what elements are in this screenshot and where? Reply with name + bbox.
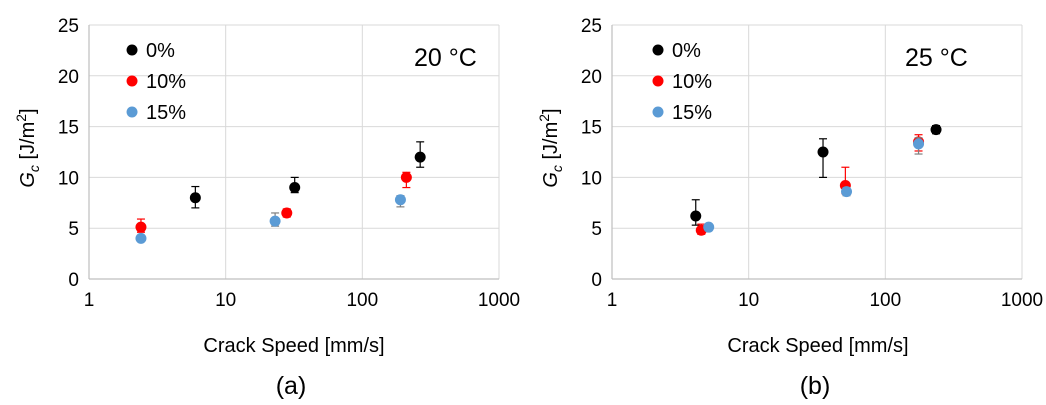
data-point-2-1 — [841, 186, 853, 198]
data-point-0-2 — [414, 151, 426, 163]
temperature-annotation-a: 20 °C — [414, 44, 477, 72]
y-tick-label-2: 10 — [58, 168, 79, 189]
y-tick-label-0: 0 — [591, 270, 602, 291]
ticks-b: 0 5 10 15 20 25 1 10 100 1000 — [581, 16, 1043, 311]
y-tick-label-4: 20 — [58, 67, 79, 88]
y-tick-label-3: 15 — [581, 118, 602, 139]
legend-label-1: 10% — [146, 71, 186, 93]
data-point-0-0 — [690, 210, 702, 222]
y-axis-label-a-sub: c — [26, 165, 42, 172]
x-axis-label-a: Crack Speed [mm/s] — [203, 335, 384, 357]
data-point-1-0 — [135, 221, 147, 233]
legend-b: 0% 10% 15% — [652, 40, 712, 124]
panel-label-a: (a) — [276, 372, 307, 400]
data-point-0-1 — [289, 182, 301, 194]
legend-label-0: 0% — [672, 40, 701, 62]
data-point-2-0 — [703, 221, 715, 233]
y-axis-label-a-main: G — [17, 172, 39, 188]
data-point-1-2 — [400, 171, 412, 183]
y-tick-label-5: 25 — [581, 16, 602, 37]
legend-marker-2 — [652, 106, 664, 118]
y-tick-label-2: 10 — [581, 168, 602, 189]
data-point-2-2 — [394, 194, 406, 206]
ticks-a: 0 5 10 15 20 25 1 10 100 1000 — [58, 16, 520, 311]
data-point-0-0 — [189, 192, 201, 204]
x-tick-label-0: 1 — [84, 290, 95, 311]
y-axis-label-b-main: G — [540, 172, 562, 188]
y-axis-label-b-sub: c — [549, 165, 565, 172]
data-point-0-2 — [930, 124, 942, 136]
axes-b — [611, 25, 1022, 280]
x-tick-label-2: 100 — [346, 290, 378, 311]
y-tick-label-3: 15 — [58, 118, 79, 139]
y-axis-label-b-close: ] — [540, 108, 562, 114]
temperature-annotation-b: 25 °C — [905, 44, 968, 72]
legend-marker-0 — [126, 44, 138, 56]
data-point-0-1 — [817, 146, 829, 158]
y-tick-label-0: 0 — [68, 270, 79, 291]
y-axis-label-a: Gc [J/m2] — [13, 108, 42, 187]
axes-a — [88, 25, 499, 280]
legend-label-2: 15% — [146, 102, 186, 124]
series-a — [135, 141, 426, 244]
y-axis-label-a-close: ] — [17, 108, 39, 114]
x-tick-label-2: 100 — [869, 290, 901, 311]
legend-label-1: 10% — [672, 71, 712, 93]
y-tick-label-4: 20 — [581, 67, 602, 88]
legend-marker-2 — [126, 106, 138, 118]
legend-marker-1 — [126, 75, 138, 87]
y-tick-label-1: 5 — [591, 219, 602, 240]
data-point-1-1 — [281, 207, 293, 219]
y-axis-label-b-unit: [J/m — [540, 122, 562, 165]
y-axis-label-b-sup: 2 — [536, 114, 552, 122]
legend-marker-1 — [652, 75, 664, 87]
x-tick-label-3: 1000 — [1001, 290, 1043, 311]
x-tick-label-3: 1000 — [478, 290, 520, 311]
data-point-2-1 — [269, 215, 281, 227]
y-tick-label-5: 25 — [58, 16, 79, 37]
chart-panel-b: 0 5 10 15 20 25 1 10 100 1000 0% 10% 15% 25 °C Crac… — [536, 16, 1043, 400]
data-point-2-2 — [913, 138, 925, 150]
series-b — [690, 124, 942, 236]
legend-label-2: 15% — [672, 102, 712, 124]
x-tick-label-0: 1 — [607, 290, 618, 311]
grid-a — [88, 24, 500, 280]
legend-a: 0% 10% 15% — [126, 40, 186, 124]
data-point-2-0 — [135, 232, 147, 244]
legend-label-0: 0% — [146, 40, 175, 62]
x-tick-label-1: 10 — [215, 290, 236, 311]
x-axis-label-b: Crack Speed [mm/s] — [727, 335, 908, 357]
y-tick-label-1: 5 — [68, 219, 79, 240]
panel-label-b: (b) — [800, 372, 831, 400]
y-axis-label-a-unit: [J/m — [17, 122, 39, 165]
chart-panel-a: 0 5 10 15 20 25 1 10 100 1000 0% 10% 15% 20 °C Crac… — [13, 16, 520, 400]
legend-marker-0 — [652, 44, 664, 56]
y-axis-label-a-sup: 2 — [13, 114, 29, 122]
x-tick-label-1: 10 — [738, 290, 759, 311]
y-axis-label-b: Gc [J/m2] — [536, 108, 565, 187]
